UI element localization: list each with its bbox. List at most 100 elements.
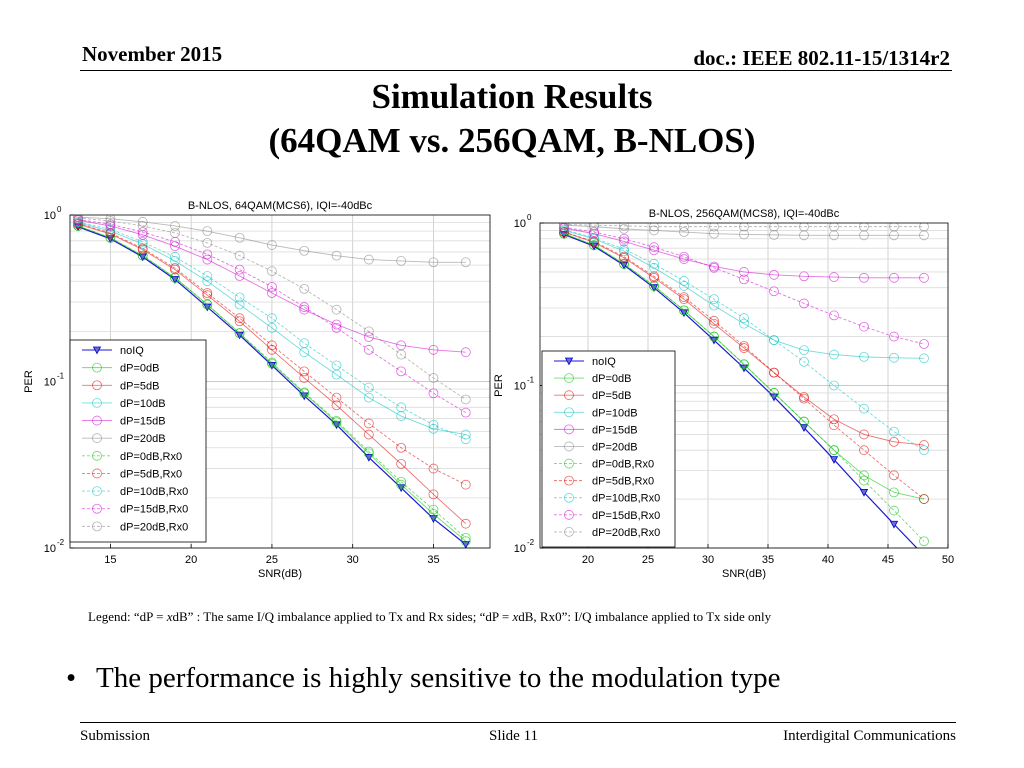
data-point bbox=[709, 315, 719, 326]
data-point bbox=[859, 272, 869, 283]
data-point bbox=[739, 229, 749, 240]
data-point bbox=[73, 215, 83, 223]
chart-title: B-NLOS, 64QAM(MCS6), IQI=-40dBc bbox=[188, 200, 373, 212]
data-point bbox=[619, 233, 629, 244]
y-tick-exponent: -1 bbox=[57, 372, 65, 381]
data-point bbox=[799, 393, 809, 404]
legend-entry-label: dP=20dB,Rx0 bbox=[120, 521, 188, 533]
data-point bbox=[170, 263, 180, 273]
data-point bbox=[331, 415, 342, 426]
data-point bbox=[170, 252, 180, 262]
data-point bbox=[331, 360, 342, 371]
series-line bbox=[77, 222, 466, 486]
data-point bbox=[137, 250, 148, 261]
series-dp-20db bbox=[73, 215, 471, 268]
data-point bbox=[170, 221, 180, 231]
data-point bbox=[859, 403, 869, 414]
footer-submission: Submission bbox=[80, 728, 151, 744]
legend-entry-label: dP=20dB bbox=[592, 441, 638, 453]
legend-caption: Legend: “dP = xdB” : The same I/Q imbala… bbox=[88, 609, 772, 624]
y-tick-label: 10 bbox=[44, 210, 56, 222]
footer-company: Interdigital Communications bbox=[783, 728, 956, 744]
data-point bbox=[170, 256, 180, 266]
data-point bbox=[363, 326, 374, 337]
x-tick-label: 30 bbox=[347, 554, 359, 566]
legend-entry-label: dP=0dB bbox=[592, 373, 631, 385]
data-point bbox=[649, 223, 659, 232]
data-point bbox=[137, 236, 148, 247]
legend-entry-label: dP=15dB,Rx0 bbox=[592, 510, 660, 522]
data-point bbox=[428, 257, 439, 268]
data-point bbox=[137, 221, 148, 231]
data-point bbox=[679, 251, 689, 262]
data-point bbox=[679, 292, 689, 302]
data-point bbox=[859, 445, 869, 456]
legend-entry-label: dP=10dB bbox=[592, 407, 638, 419]
data-point bbox=[829, 445, 839, 456]
data-point bbox=[829, 380, 839, 391]
data-point bbox=[234, 328, 245, 339]
data-point bbox=[829, 223, 839, 232]
data-point bbox=[709, 318, 719, 329]
data-point bbox=[267, 266, 277, 277]
data-point bbox=[649, 225, 659, 236]
data-point bbox=[649, 281, 659, 291]
data-point bbox=[202, 276, 213, 287]
x-axis-label: SNR(dB) bbox=[722, 568, 766, 580]
series-line bbox=[77, 219, 466, 353]
y-tick-exponent: -1 bbox=[527, 376, 535, 385]
data-point bbox=[649, 242, 659, 253]
x-tick-label: 20 bbox=[185, 554, 197, 566]
data-point bbox=[396, 476, 407, 487]
data-point bbox=[679, 276, 689, 286]
data-point bbox=[919, 223, 929, 232]
series-dp-20db-rx0 bbox=[559, 223, 929, 232]
legend-entry-label: dP=5dB,Rx0 bbox=[120, 468, 182, 480]
data-point bbox=[799, 356, 809, 367]
data-point bbox=[363, 446, 374, 457]
data-point bbox=[589, 240, 599, 251]
data-point bbox=[137, 243, 148, 254]
data-point bbox=[919, 494, 929, 504]
data-point bbox=[559, 223, 569, 230]
data-point bbox=[460, 394, 471, 405]
data-point bbox=[859, 470, 869, 481]
data-point bbox=[105, 224, 116, 235]
data-point bbox=[428, 388, 439, 399]
data-point bbox=[331, 322, 342, 333]
data-point bbox=[769, 367, 779, 378]
data-point bbox=[73, 216, 83, 227]
data-point bbox=[799, 223, 809, 232]
legend-swatch-marker bbox=[92, 398, 102, 408]
data-point bbox=[739, 313, 749, 323]
data-point bbox=[679, 227, 689, 237]
data-point bbox=[649, 271, 659, 282]
x-tick-label: 15 bbox=[104, 554, 116, 566]
data-point bbox=[619, 246, 629, 257]
header-date: November 2015 bbox=[82, 42, 223, 66]
data-point bbox=[299, 283, 310, 294]
legend: noIQ dP=0dB dP=5dB dP=10dB dP=15dB dP=20dB dP=… bbox=[541, 350, 676, 548]
data-point bbox=[460, 257, 471, 268]
data-point bbox=[234, 250, 245, 261]
x-tick-label: 45 bbox=[882, 554, 894, 566]
data-point bbox=[619, 244, 629, 255]
data-point bbox=[679, 223, 689, 232]
data-point bbox=[331, 250, 342, 261]
legend-entry-label: dP=15dB,Rx0 bbox=[120, 504, 188, 516]
footer-slide-number: Slide 11 bbox=[489, 728, 539, 744]
data-point bbox=[267, 313, 277, 324]
data-point bbox=[460, 532, 471, 543]
x-axis-label: SNR(dB) bbox=[258, 568, 302, 580]
legend-swatch-marker bbox=[564, 492, 574, 503]
data-point bbox=[769, 269, 779, 280]
data-point bbox=[299, 302, 310, 312]
legend-entry-label: dP=10dB,Rx0 bbox=[120, 486, 188, 498]
data-point bbox=[739, 343, 749, 353]
legend-entry-label: dP=5dB,Rx0 bbox=[592, 476, 654, 488]
series-line bbox=[563, 230, 925, 359]
legend-swatch-marker bbox=[564, 509, 574, 520]
data-point bbox=[105, 232, 116, 243]
data-point bbox=[559, 224, 569, 235]
data-point bbox=[331, 392, 342, 403]
